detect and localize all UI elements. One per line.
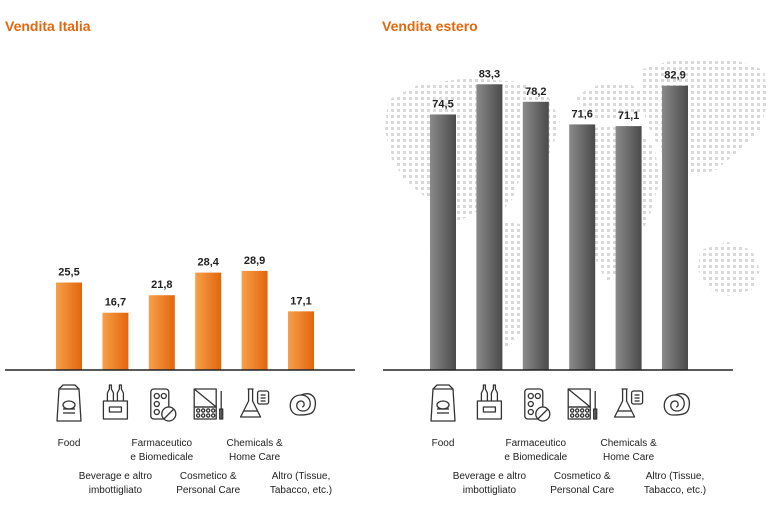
tissue-roll-icon: [289, 393, 317, 416]
data-label-italia-6: 17,1: [290, 295, 311, 307]
data-label-estero-6: 82,9: [664, 70, 685, 82]
category-label-italia-4: Cosmetico & Personal Care: [176, 471, 240, 496]
bar-estero-6: [662, 85, 688, 370]
makeup-palette-icon: [193, 388, 224, 420]
data-label-estero-2: 83,3: [479, 68, 500, 80]
estero-bars: 74,5 83,3 78,2 71,6 71,1 82,9: [430, 68, 688, 371]
data-label-estero-5: 71,1: [618, 110, 639, 122]
bar-italia-3: [148, 295, 175, 370]
bottles-crate-icon: [476, 384, 503, 420]
tissue-roll-icon: [663, 393, 691, 416]
food-bag-icon: [430, 384, 456, 422]
bar-italia-5: [241, 270, 268, 370]
flask-bottle-icon: [239, 388, 270, 418]
category-label-estero-3: Farmaceutico e Biomedicale: [504, 438, 567, 463]
bar-italia-6: [288, 311, 314, 370]
data-label-italia-5: 28,9: [244, 255, 265, 267]
bottles-crate-icon: [102, 384, 129, 420]
category-label-estero-4: Cosmetico & Personal Care: [550, 471, 614, 496]
italy-bars: 25,5 16,7 21,8 28,4 28,9 17,1: [56, 255, 314, 370]
bar-italia-2: [102, 312, 129, 370]
chart-title-italia: Vendita Italia: [5, 18, 91, 34]
bar-estero-3: [522, 101, 549, 371]
category-label-estero-1: Food: [432, 438, 455, 449]
category-label-italia-5: Chemicals & Home Care: [227, 438, 283, 463]
makeup-palette-icon: [567, 388, 598, 420]
icons-estero: Food Beverage e altro imbottigliato Farmace…: [430, 384, 706, 496]
data-label-estero-4: 71,6: [571, 108, 592, 120]
data-label-italia-1: 25,5: [58, 267, 79, 279]
bar-italia-1: [56, 282, 82, 370]
data-label-italia-2: 16,7: [105, 297, 126, 309]
category-label-estero-6: Altro (Tissue, Tabacco, etc.): [644, 471, 706, 496]
category-label-italia-6: Altro (Tissue, Tabacco, etc.): [270, 471, 332, 496]
bar-estero-2: [476, 84, 503, 370]
bar-italia-4: [195, 272, 222, 370]
category-label-italia-2: Beverage e altro imbottigliato: [79, 471, 153, 496]
icons-italia: Food Beverage e altro imbottigliato Farmace…: [56, 384, 332, 496]
data-label-italia-3: 21,8: [151, 279, 172, 291]
bar-estero-1: [430, 114, 456, 370]
pills-blister-icon: [150, 388, 177, 422]
pills-blister-icon: [524, 388, 551, 422]
flask-bottle-icon: [613, 388, 644, 418]
bar-estero-4: [569, 124, 596, 370]
chart-title-estero: Vendita estero: [382, 18, 478, 34]
bar-estero-5: [615, 126, 642, 370]
category-label-italia-1: Food: [58, 438, 81, 449]
category-label-estero-5: Chemicals & Home Care: [601, 438, 657, 463]
data-label-estero-1: 74,5: [432, 98, 453, 110]
category-label-estero-2: Beverage e altro imbottigliato: [453, 471, 527, 496]
data-label-italia-4: 28,4: [197, 257, 219, 269]
data-label-estero-3: 78,2: [525, 86, 546, 98]
food-bag-icon: [56, 384, 82, 422]
category-label-italia-3: Farmaceutico e Biomedicale: [130, 438, 193, 463]
